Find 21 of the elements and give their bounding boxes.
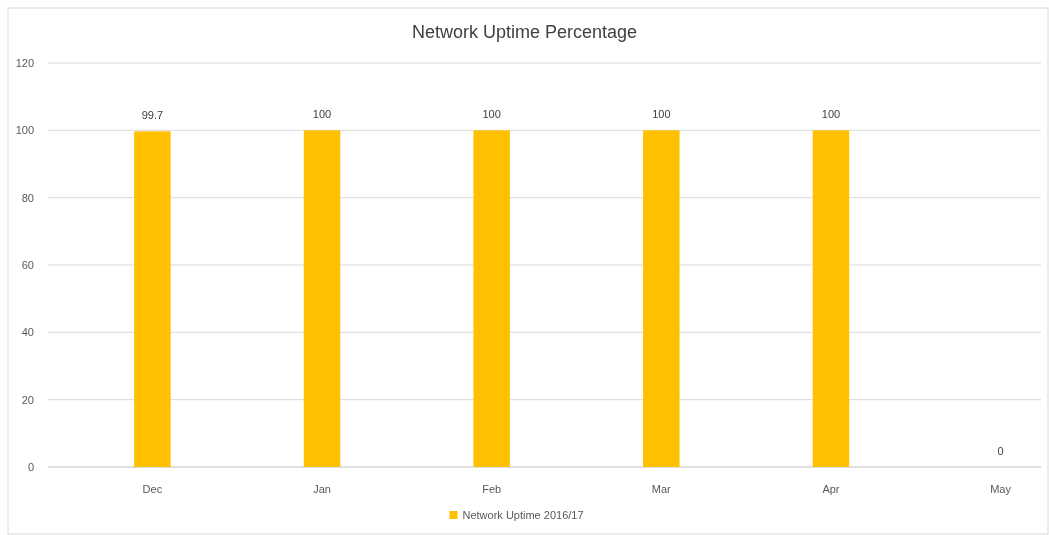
y-tick-label: 20: [21, 393, 34, 406]
y-tick-label: 80: [21, 191, 34, 204]
y-tick-label: 40: [21, 326, 34, 339]
x-tick-label: Apr: [822, 483, 840, 495]
data-label: 100: [482, 108, 501, 121]
x-tick-label: Feb: [482, 483, 502, 495]
y-tick-label: 0: [27, 461, 34, 473]
data-label: 0: [997, 445, 1004, 457]
legend-label: Network Uptime 2016/17: [462, 509, 584, 521]
data-label: 99.7: [141, 109, 164, 122]
x-tick-label: Mar: [651, 483, 672, 495]
y-tick-label: 60: [21, 259, 34, 271]
data-label: 100: [652, 108, 671, 121]
x-tick-label: Dec: [142, 483, 163, 495]
chart-title: Network Uptime Percentage: [411, 22, 638, 42]
y-tick-label: 100: [15, 124, 34, 137]
data-label: 100: [821, 108, 841, 121]
x-tick-label: Jan: [313, 483, 331, 495]
data-label: 100: [312, 108, 332, 121]
x-tick-label: May: [990, 483, 1012, 495]
y-tick-label: 120: [15, 57, 34, 69]
